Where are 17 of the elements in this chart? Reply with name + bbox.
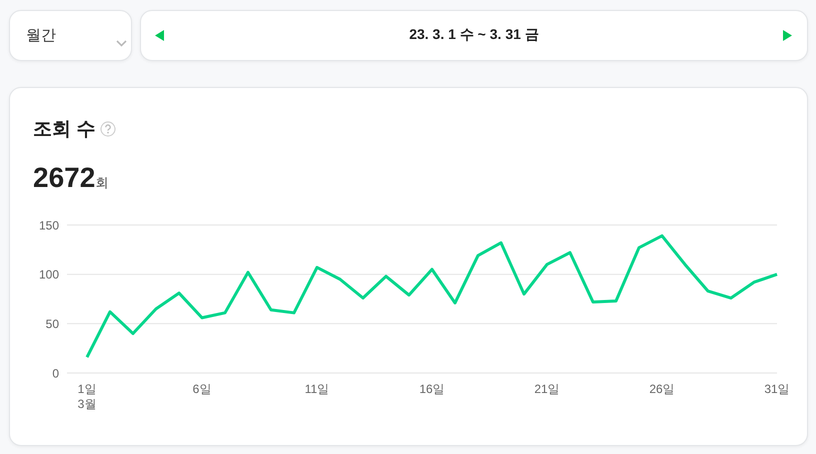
x-tick-label: 1일 — [78, 382, 96, 396]
chart-title: 조회 수 — [33, 118, 96, 142]
line-series — [86, 234, 778, 359]
x-tick-label: 11일 — [304, 382, 330, 396]
x-tick-label: 31일 — [764, 382, 790, 396]
text: 23. 3. 1 수 ~ 3. 31 금 — [408, 26, 540, 44]
text: 월간 — [26, 26, 56, 45]
text: 3월 — [78, 397, 96, 411]
y-tick-label: 150 — [38, 218, 60, 232]
x-tick-label: 26일 — [649, 382, 675, 396]
chart-subtitle: 2672회 — [33, 162, 108, 193]
y-tick-label: 100 — [38, 268, 60, 282]
y-tick-label: 50 — [46, 316, 60, 331]
x-tick-label: 21일 — [534, 382, 560, 396]
x-tick-label: 6일 — [192, 382, 212, 396]
x-tick-label: 16일 — [419, 382, 445, 396]
y-tick-label: 0 — [52, 366, 60, 380]
